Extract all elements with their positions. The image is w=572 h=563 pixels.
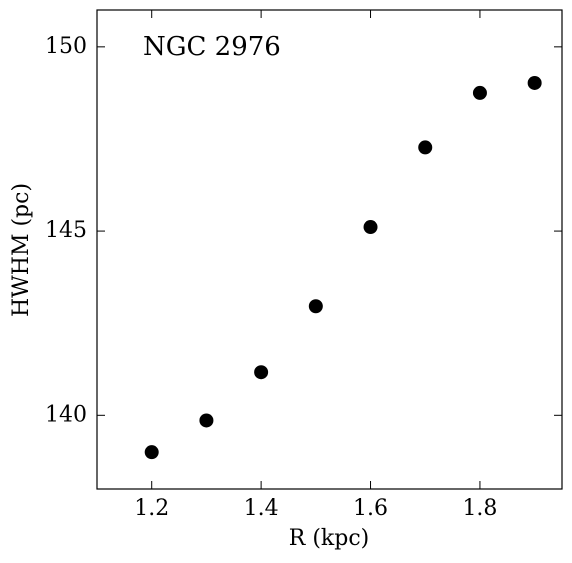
data-point [527, 75, 542, 90]
data-point [199, 413, 214, 428]
data-point [418, 140, 433, 155]
x-tick-label: 1.6 [353, 496, 388, 521]
x-axis-label: R (kpc) [289, 526, 369, 551]
data-point [144, 445, 159, 460]
x-tick-label: 1.8 [462, 496, 497, 521]
data-point [363, 220, 378, 235]
y-axis-label: HWHM (pc) [9, 183, 34, 317]
data-point [308, 299, 323, 314]
data-point [472, 85, 487, 100]
plot-frame [96, 9, 563, 490]
x-tick-label: 1.4 [244, 496, 279, 521]
x-tick-label: 1.2 [134, 496, 169, 521]
annotation: NGC 2976 [143, 32, 281, 62]
y-tick-label: 150 [45, 34, 87, 59]
y-tick-label: 145 [45, 218, 87, 243]
y-tick-label: 140 [45, 402, 87, 427]
data-point [254, 365, 269, 380]
